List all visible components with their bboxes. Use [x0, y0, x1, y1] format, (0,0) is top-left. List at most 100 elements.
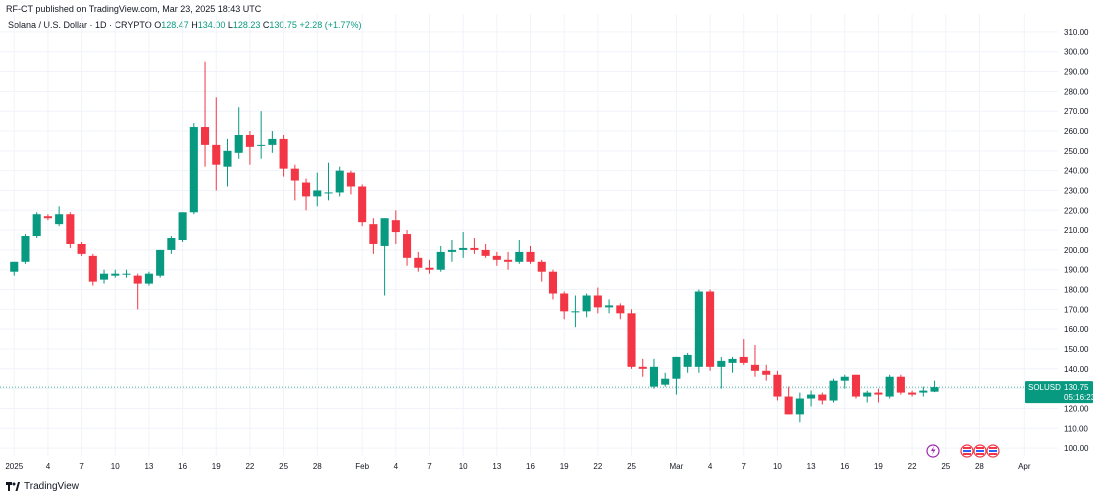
candle-body: [324, 192, 333, 194]
price-tick-label: 230.00: [1064, 186, 1089, 195]
candle-body: [290, 168, 299, 181]
date-tick-label: 4: [394, 462, 399, 471]
candle: [313, 172, 322, 207]
candle: [863, 390, 872, 403]
candle: [750, 345, 760, 377]
candle-body: [369, 224, 378, 244]
price-tick-label: 260.00: [1064, 127, 1089, 136]
candle-body: [582, 295, 591, 312]
legend-high-label: H: [191, 20, 198, 30]
publisher-line: RF-CT published on TradingView.com, Mar …: [6, 4, 262, 14]
candle-body: [88, 255, 97, 282]
date-tick-label: 22: [908, 462, 917, 471]
candle-body: [144, 273, 153, 284]
time-axis[interactable]: 2025 4 7 10 13 16 19 22 25 28 Feb 4 7 10 13 16 19 22 25 Mar…: [5, 462, 1031, 471]
date-tick-label: 22: [593, 462, 602, 471]
candle: [537, 259, 546, 282]
candle: [627, 309, 636, 369]
tradingview-logo-icon: [6, 482, 20, 491]
legend-low: 128.23: [232, 20, 261, 30]
candle-body: [526, 251, 535, 262]
date-tick-label: 13: [492, 462, 501, 471]
price-tick-label: 110.00: [1064, 424, 1088, 433]
candle: [492, 251, 501, 266]
candle-body: [762, 370, 771, 375]
legend-symbol: Solana / U.S. Dollar · 1D · CRYPTO: [8, 20, 152, 30]
candle-body: [335, 170, 344, 193]
date-tick-label: 19: [560, 462, 569, 471]
candle: [706, 289, 715, 371]
candle: [167, 236, 176, 254]
candle-body: [807, 394, 816, 399]
price-tick-label: 190.00: [1064, 266, 1089, 275]
date-tick-label: 7: [742, 462, 747, 471]
candle-body: [739, 356, 748, 363]
candle-body: [234, 134, 243, 153]
candle-body: [178, 212, 187, 240]
date-tick-label: 10: [773, 462, 782, 471]
legend-open: 128.47: [161, 20, 189, 30]
price-tick-label: 290.00: [1064, 68, 1089, 77]
candle: [436, 245, 445, 272]
candle: [851, 374, 861, 399]
candle: [515, 240, 524, 264]
candle-body: [55, 214, 64, 225]
price-tick-label: 310.00: [1064, 28, 1089, 37]
price-tag-price: 130.75: [1064, 383, 1089, 392]
date-tick-label: 13: [144, 462, 153, 471]
candle: [144, 271, 153, 286]
candle: [762, 364, 771, 381]
candle-body: [302, 182, 311, 197]
candle-body: [829, 380, 838, 401]
legend-change: +2.28 (+1.77%): [299, 20, 362, 30]
candle-body: [548, 271, 557, 294]
candle: [178, 212, 187, 242]
date-tick-label: 7: [427, 462, 432, 471]
date-tick-label: 16: [840, 462, 849, 471]
candle: [403, 230, 412, 266]
candle: [593, 287, 602, 314]
candle-body: [245, 134, 254, 147]
candle-body: [403, 234, 412, 258]
candle-body: [77, 243, 86, 254]
candle-body: [874, 392, 883, 395]
candle-body: [459, 247, 468, 250]
price-tag-countdown: 05:16:23: [1064, 393, 1096, 402]
candle-body: [706, 291, 715, 367]
candle-body: [380, 218, 389, 246]
flag-stripe: [989, 450, 997, 452]
flag-stripe: [976, 447, 984, 449]
candle-body: [99, 273, 109, 280]
candle: [717, 356, 726, 389]
candle: [908, 390, 917, 397]
price-tick-label: 150.00: [1064, 345, 1089, 354]
candle: [10, 261, 19, 276]
candle: [649, 358, 659, 389]
candle-body: [537, 261, 546, 272]
flag-stripe: [976, 453, 984, 455]
candle: [694, 289, 703, 373]
candle: [504, 251, 513, 270]
candle: [661, 372, 670, 387]
candle: [200, 61, 210, 167]
flag-stripe: [963, 453, 971, 455]
candle: [111, 269, 120, 278]
candle-body: [111, 273, 120, 276]
candle: [335, 166, 344, 197]
flag-event-icon: [973, 444, 987, 458]
date-tick-label: Apr: [1018, 462, 1031, 471]
candle-body: [616, 305, 625, 314]
candle-body: [189, 127, 198, 213]
event-markers[interactable]: [926, 444, 1000, 458]
candle: [55, 206, 64, 227]
price-tick-label: 250.00: [1064, 147, 1089, 156]
tradingview-footer[interactable]: TradingView: [6, 481, 79, 492]
candle: [784, 386, 793, 415]
candle: [571, 295, 580, 328]
candle: [930, 380, 939, 393]
candle: [43, 214, 52, 221]
candle: [605, 299, 614, 314]
candle-body: [649, 366, 659, 387]
candle: [548, 269, 557, 300]
